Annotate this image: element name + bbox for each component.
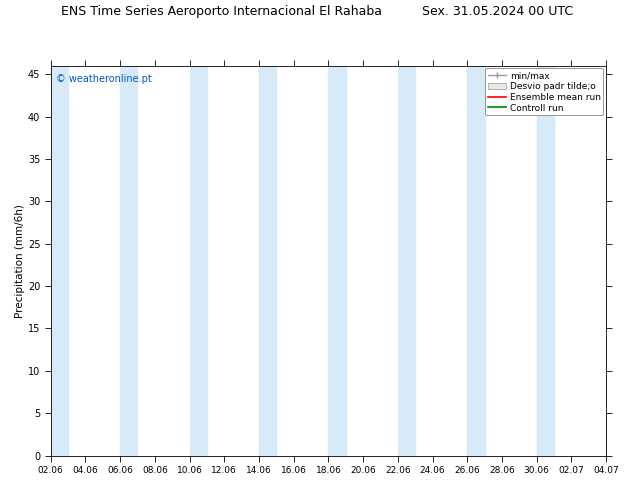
Bar [398,66,415,456]
Bar [190,66,207,456]
Bar [328,66,346,456]
Y-axis label: Precipitation (mm/6h): Precipitation (mm/6h) [15,204,25,318]
Bar [537,66,554,456]
Bar [120,66,138,456]
Legend: min/max, Desvio padr tilde;o, Ensemble mean run, Controll run: min/max, Desvio padr tilde;o, Ensemble m… [486,69,604,115]
Text: © weatheronline.pt: © weatheronline.pt [56,74,152,83]
Bar [51,66,68,456]
Text: ENS Time Series Aeroporto Internacional El Rahaba          Sex. 31.05.2024 00 UT: ENS Time Series Aeroporto Internacional … [61,5,573,18]
Bar [259,66,276,456]
Bar [467,66,484,456]
